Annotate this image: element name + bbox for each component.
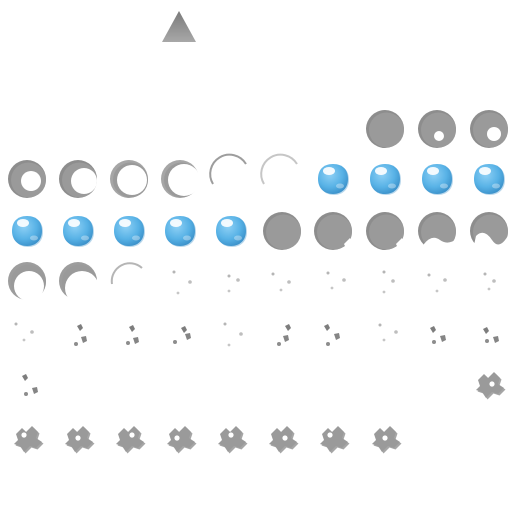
hole-breaking-icon bbox=[466, 208, 512, 254]
blue-bubble-icon bbox=[466, 156, 512, 202]
hole-opening-icon bbox=[4, 156, 50, 202]
splat-gray-icon bbox=[4, 414, 50, 460]
debris-faint-icon bbox=[208, 310, 254, 356]
hole-arc-icon bbox=[4, 258, 50, 304]
debris-faint-icon bbox=[208, 258, 254, 304]
splat-gray-icon bbox=[362, 414, 408, 460]
debris-faint-icon bbox=[414, 258, 460, 304]
blue-bubble-icon bbox=[55, 208, 101, 254]
hole-chipped-icon bbox=[362, 208, 408, 254]
debris-small-icon bbox=[157, 310, 203, 356]
blue-bubble-icon bbox=[414, 156, 460, 202]
debris-small-icon bbox=[466, 310, 512, 356]
debris-small-icon bbox=[259, 310, 305, 356]
splat-gray-icon bbox=[208, 414, 254, 460]
splat-gray-icon bbox=[55, 414, 101, 460]
hole-ring-icon bbox=[157, 156, 203, 202]
hole-chipped-icon bbox=[310, 208, 356, 254]
splat-gray-icon bbox=[157, 414, 203, 460]
hole-with-dot-icon bbox=[414, 106, 460, 152]
debris-small-icon bbox=[414, 310, 460, 356]
hole-opening-icon bbox=[55, 156, 101, 202]
blue-bubble-icon bbox=[310, 156, 356, 202]
hole-ring-faint-icon bbox=[208, 153, 254, 202]
debris-small-icon bbox=[310, 310, 356, 356]
blue-bubble-icon bbox=[362, 156, 408, 202]
debris-faint-icon bbox=[157, 258, 203, 304]
debris-small-icon bbox=[55, 310, 101, 356]
splat-gray-icon bbox=[466, 360, 512, 406]
splat-gray-icon bbox=[259, 414, 305, 460]
hole-gray-icon bbox=[259, 208, 305, 254]
debris-small-icon bbox=[106, 310, 152, 356]
hole-ring-faint-icon bbox=[259, 153, 305, 202]
debris-faint-icon bbox=[362, 258, 408, 304]
triangle-up-icon bbox=[160, 8, 198, 44]
blue-bubble-icon bbox=[4, 208, 50, 254]
blue-bubble-icon bbox=[157, 208, 203, 254]
hole-arc-faint-icon bbox=[106, 258, 152, 304]
debris-faint-icon bbox=[4, 310, 50, 356]
hole-with-dot-icon bbox=[466, 106, 512, 152]
splat-gray-icon bbox=[310, 414, 356, 460]
debris-faint-icon bbox=[466, 258, 512, 304]
hole-gray-icon bbox=[362, 106, 408, 152]
splat-gray-icon bbox=[106, 414, 152, 460]
hole-ring-icon bbox=[106, 156, 152, 202]
hole-arc-icon bbox=[55, 258, 101, 305]
debris-faint-icon bbox=[310, 258, 356, 304]
hole-breaking-icon bbox=[414, 208, 460, 254]
debris-faint-icon bbox=[362, 310, 408, 356]
debris-small-icon bbox=[4, 360, 50, 406]
blue-bubble-icon bbox=[208, 208, 254, 254]
blue-bubble-icon bbox=[106, 208, 152, 254]
debris-faint-icon bbox=[259, 258, 305, 304]
